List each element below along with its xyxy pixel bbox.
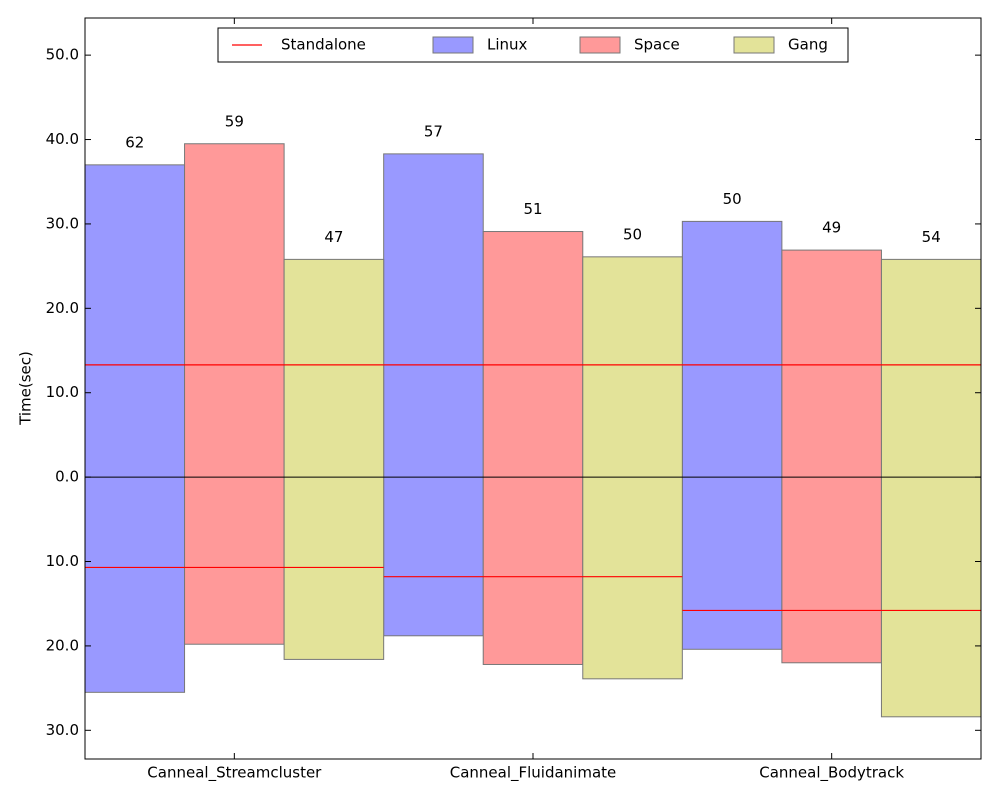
x-tick-label: Canneal_Streamcluster xyxy=(147,764,322,783)
y-tick-label: 20.0 xyxy=(46,299,79,317)
data-label: 59 xyxy=(225,112,244,130)
bar xyxy=(681,220,783,650)
data-label: 54 xyxy=(922,228,941,246)
x-tick-label: Canneal_Fluidanimate xyxy=(450,764,617,783)
legend-swatch xyxy=(733,36,775,54)
y-tick-label: 30.0 xyxy=(46,721,79,739)
legend-label: Space xyxy=(634,36,680,54)
x-tick-label: Canneal_Bodytrack xyxy=(759,764,904,783)
data-label: 62 xyxy=(125,133,144,151)
bar xyxy=(283,258,385,660)
legend-swatch xyxy=(579,36,621,54)
legend-label: Linux xyxy=(487,36,528,54)
data-label: 50 xyxy=(623,225,642,243)
data-label: 51 xyxy=(523,200,542,218)
y-tick-label: 20.0 xyxy=(46,636,79,654)
y-tick-label: 0.0 xyxy=(55,468,79,486)
y-tick-label: 30.0 xyxy=(46,214,79,232)
legend-label: Gang xyxy=(788,36,828,54)
y-tick-label: 10.0 xyxy=(46,552,79,570)
bar xyxy=(582,256,683,680)
data-label: 47 xyxy=(324,228,343,246)
legend-swatch xyxy=(432,36,474,54)
bar xyxy=(880,258,982,718)
y-axis-label: Time(sec) xyxy=(17,351,35,426)
bar xyxy=(781,249,882,664)
bar xyxy=(482,231,584,665)
data-label: 50 xyxy=(723,190,742,208)
y-tick-label: 40.0 xyxy=(46,130,79,148)
bar xyxy=(184,143,285,645)
data-label: 49 xyxy=(822,219,841,237)
plot-frame xyxy=(84,17,982,760)
y-tick-label: 50.0 xyxy=(46,46,79,64)
bar xyxy=(84,164,186,693)
bar xyxy=(383,153,484,637)
legend-label: Standalone xyxy=(281,36,366,54)
y-tick-label: 10.0 xyxy=(46,383,79,401)
data-label: 57 xyxy=(424,122,443,140)
